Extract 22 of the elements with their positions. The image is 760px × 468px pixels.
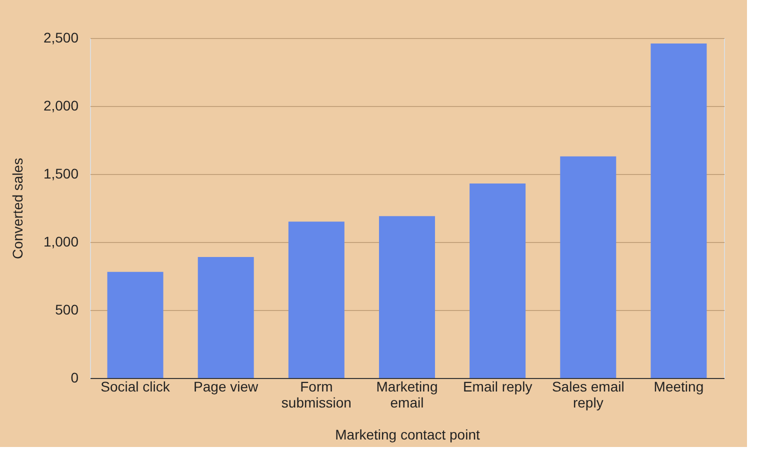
y-tick-label: 2,500: [43, 30, 79, 46]
bar: [650, 43, 707, 378]
bar: [379, 216, 435, 378]
x-tick-label: Sales email reply: [552, 378, 624, 410]
bar: [560, 156, 616, 378]
x-tick-label: Marketing email: [376, 378, 438, 410]
x-tick-label: Email reply: [462, 378, 532, 394]
x-axis-title: Marketing contact point: [335, 426, 480, 442]
x-tick-label: Form submission: [281, 378, 352, 410]
y-tick-label: 500: [55, 302, 79, 318]
bar: [470, 184, 526, 378]
x-tick-label: Social click: [100, 378, 171, 394]
x-tick-label: Meeting: [654, 378, 704, 394]
x-tick-label: Page view: [194, 378, 260, 394]
bar: [107, 272, 164, 378]
bar: [198, 256, 254, 378]
y-tick-label: 2,000: [43, 98, 79, 114]
y-tick-label: 1,000: [43, 234, 79, 250]
y-tick-label: 1,500: [43, 166, 79, 182]
bar: [288, 222, 344, 378]
y-axis-title: Converted sales: [9, 158, 26, 260]
y-tick-label: 0: [70, 370, 79, 386]
